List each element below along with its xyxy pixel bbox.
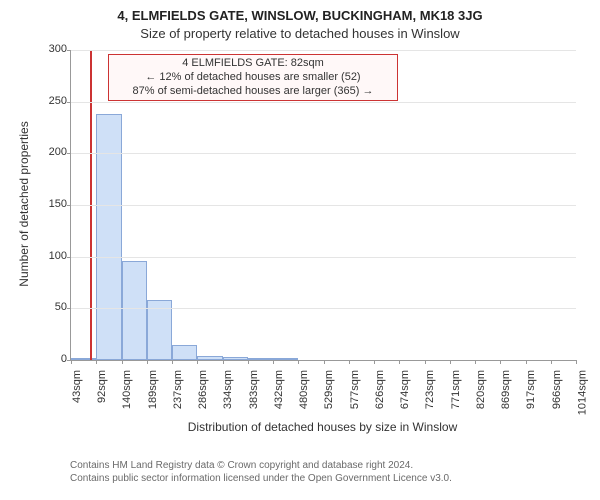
x-tick-label: 917sqm [526, 366, 538, 409]
y-tick-label: 50 [27, 301, 67, 313]
x-tick-label: 626sqm [374, 366, 386, 409]
histogram-bar [248, 358, 273, 360]
histogram-bar [223, 357, 248, 360]
callout-line-1: 4 ELMFIELDS GATE: 82sqm [117, 57, 389, 71]
x-tick-mark [526, 360, 527, 364]
x-tick-mark [172, 360, 173, 364]
histogram-bar [122, 261, 147, 360]
x-tick-label: 432sqm [273, 366, 285, 409]
histogram-bar [273, 358, 298, 360]
x-tick-label: 383sqm [248, 366, 260, 409]
x-tick-label: 869sqm [500, 366, 512, 409]
x-tick-mark [425, 360, 426, 364]
x-tick-mark [147, 360, 148, 364]
x-tick-label: 43sqm [71, 366, 83, 403]
y-tick-label: 0 [27, 353, 67, 365]
x-tick-label: 237sqm [172, 366, 184, 409]
page-title-line2: Size of property relative to detached ho… [0, 26, 600, 41]
x-tick-mark [399, 360, 400, 364]
x-tick-mark [500, 360, 501, 364]
attribution-footer: Contains HM Land Registry data © Crown c… [70, 460, 452, 485]
x-tick-mark [71, 360, 72, 364]
footer-line-1: Contains HM Land Registry data © Crown c… [70, 460, 452, 473]
x-tick-label: 92sqm [96, 366, 108, 403]
y-tick-mark [67, 153, 71, 154]
y-tick-label: 200 [27, 146, 67, 158]
gridline [71, 50, 576, 51]
gridline [71, 308, 576, 309]
callout-line-2: ← 12% of detached houses are smaller (52… [117, 71, 389, 85]
x-tick-mark [475, 360, 476, 364]
x-tick-label: 529sqm [324, 366, 336, 409]
x-tick-label: 140sqm [122, 366, 134, 409]
footer-line-2: Contains public sector information licen… [70, 473, 452, 486]
histogram-bar [96, 114, 121, 360]
x-tick-label: 286sqm [197, 366, 209, 409]
x-tick-label: 577sqm [349, 366, 361, 409]
x-tick-label: 674sqm [399, 366, 411, 409]
y-tick-label: 150 [27, 198, 67, 210]
gridline [71, 102, 576, 103]
x-tick-mark [96, 360, 97, 364]
x-tick-mark [197, 360, 198, 364]
x-tick-label: 189sqm [147, 366, 159, 409]
x-tick-label: 820sqm [475, 366, 487, 409]
x-tick-mark [551, 360, 552, 364]
y-tick-label: 100 [27, 250, 67, 262]
property-callout-box: 4 ELMFIELDS GATE: 82sqm ← 12% of detache… [108, 54, 398, 101]
y-tick-mark [67, 257, 71, 258]
y-tick-mark [67, 308, 71, 309]
histogram-bar [172, 345, 197, 361]
page-title-line1: 4, ELMFIELDS GATE, WINSLOW, BUCKINGHAM, … [0, 8, 600, 23]
x-tick-mark [349, 360, 350, 364]
x-tick-mark [324, 360, 325, 364]
gridline [71, 205, 576, 206]
x-tick-mark [576, 360, 577, 364]
y-tick-mark [67, 50, 71, 51]
y-tick-label: 300 [27, 43, 67, 55]
y-tick-label: 250 [27, 95, 67, 107]
x-tick-label: 966sqm [551, 366, 563, 409]
x-tick-label: 480sqm [298, 366, 310, 409]
x-tick-label: 771sqm [450, 366, 462, 409]
x-tick-mark [223, 360, 224, 364]
x-tick-label: 1014sqm [576, 366, 588, 415]
gridline [71, 257, 576, 258]
x-tick-mark [298, 360, 299, 364]
x-axis-label: Distribution of detached houses by size … [70, 420, 575, 434]
x-tick-label: 723sqm [425, 366, 437, 409]
y-tick-mark [67, 102, 71, 103]
histogram-bar [71, 358, 96, 360]
gridline [71, 153, 576, 154]
callout-line-3: 87% of semi-detached houses are larger (… [117, 85, 389, 99]
x-tick-mark [273, 360, 274, 364]
x-tick-mark [450, 360, 451, 364]
x-tick-label: 334sqm [223, 366, 235, 409]
y-axis-label: Number of detached properties [17, 49, 31, 359]
x-tick-mark [122, 360, 123, 364]
x-tick-mark [374, 360, 375, 364]
x-tick-mark [248, 360, 249, 364]
histogram-bar [197, 356, 222, 360]
y-tick-mark [67, 205, 71, 206]
